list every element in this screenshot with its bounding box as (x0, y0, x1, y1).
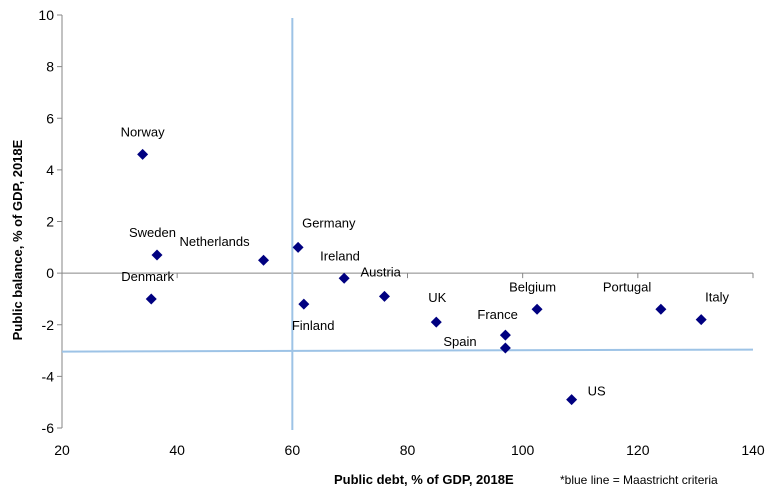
point-label-germany: Germany (302, 215, 356, 230)
data-point-denmark (145, 293, 157, 305)
point-label-france: France (477, 307, 517, 322)
point-label-belgium: Belgium (509, 279, 556, 294)
x-tick-label: 40 (169, 442, 185, 458)
maastricht-balance-line (61, 348, 754, 353)
point-label-netherlands: Netherlands (180, 234, 251, 249)
data-point-france (499, 329, 511, 341)
x-tick-label: 140 (741, 442, 765, 458)
data-point-germany (292, 241, 304, 253)
point-label-austria: Austria (360, 264, 401, 279)
data-point-austria (378, 290, 390, 302)
x-tick-label: 100 (511, 442, 535, 458)
y-tick-label: -4 (42, 368, 55, 384)
chart-note: *blue line = Maastricht criteria (560, 473, 718, 487)
axes: -6 -4 -2 0 2 4 6 8 10 20 40 60 80 100 120 140 (38, 7, 764, 458)
data-point-finland (298, 298, 310, 310)
point-label-ireland: Ireland (320, 248, 360, 263)
point-label-sweden: Sweden (129, 225, 176, 240)
y-axis-title: Public balance, % of GDP, 2018E (10, 139, 25, 340)
point-label-norway: Norway (121, 124, 166, 139)
point-label-portugal: Portugal (603, 279, 652, 294)
data-point-netherlands (258, 254, 270, 266)
y-tick-label: 6 (46, 110, 54, 126)
data-point-ireland (338, 272, 350, 284)
point-label-uk: UK (428, 290, 446, 305)
x-tick-label: 120 (626, 442, 650, 458)
data-point-spain (499, 342, 511, 354)
point-label-finland: Finland (292, 318, 335, 333)
y-tick-label: -2 (42, 317, 55, 333)
y-tick-label: 0 (46, 265, 54, 281)
data-point-norway (137, 148, 149, 160)
x-tick-label: 20 (54, 442, 70, 458)
data-point-sweden (151, 249, 163, 261)
data-point-italy (695, 314, 707, 326)
point-label-italy: Italy (705, 290, 729, 305)
data-point-us (566, 394, 578, 406)
point-label-us: US (588, 384, 606, 399)
y-tick-label: 4 (46, 162, 54, 178)
data-point-belgium (531, 303, 543, 315)
y-tick-label: 8 (46, 59, 54, 75)
x-tick-label: 60 (285, 442, 301, 458)
x-tick-label: 80 (400, 442, 416, 458)
point-labels: Norway Sweden Denmark Netherlands Germany Fin… (121, 124, 730, 398)
point-label-denmark: Denmark (121, 269, 174, 284)
point-label-spain: Spain (443, 334, 476, 349)
data-point-portugal (655, 303, 667, 315)
data-point-uk (430, 316, 442, 328)
y-tick-label: 10 (38, 7, 54, 23)
y-tick-label: -6 (42, 420, 55, 436)
data-points (137, 148, 707, 406)
reference-lines (61, 18, 754, 430)
x-axis-title: Public debt, % of GDP, 2018E (334, 472, 514, 487)
y-tick-label: 2 (46, 214, 54, 230)
